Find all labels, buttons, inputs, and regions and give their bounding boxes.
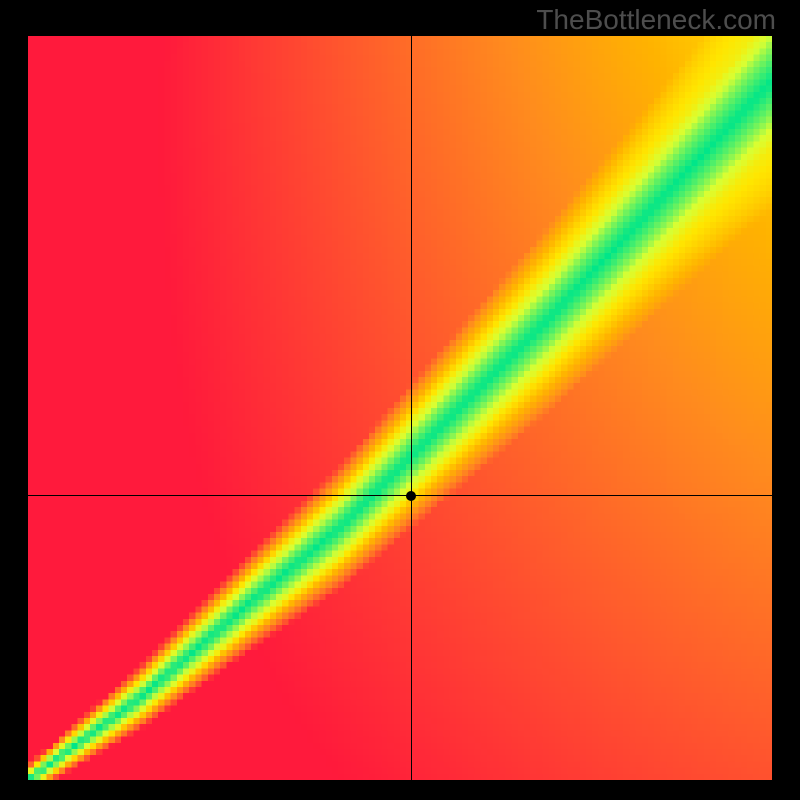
crosshair-vertical — [411, 36, 412, 780]
bottleneck-heatmap — [28, 36, 772, 780]
crosshair-marker — [406, 491, 416, 501]
crosshair-horizontal — [28, 495, 772, 496]
watermark-label: TheBottleneck.com — [536, 4, 776, 36]
chart-container: TheBottleneck.com — [0, 0, 800, 800]
